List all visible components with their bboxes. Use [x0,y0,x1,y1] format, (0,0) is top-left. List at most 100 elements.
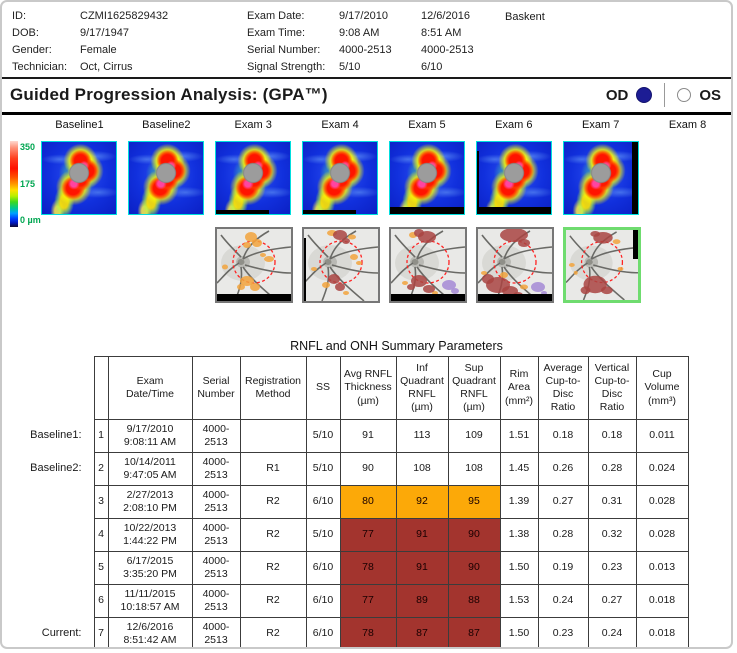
sup-quadrant-rnfl: 109 [447,419,501,453]
od-label: OD [605,86,629,104]
exam-column: Baseline1 [36,119,123,215]
signal-strength: 6/10 [305,551,341,585]
exam-datetime: 6/17/2015 3:35:20 PM [107,551,193,585]
signal-strength: 5/10 [305,419,341,453]
signal-strength: 5/10 [305,452,341,486]
avg-cup-to-disc: 0.23 [537,617,589,647]
inf-quadrant-rnfl: 113 [395,419,449,453]
avg-rnfl-thickness: 77 [339,518,397,552]
table-header-cell: Rim Area (mm²) [499,356,539,420]
table-header-cell: Exam Date/Time [107,356,193,420]
registration-method: R2 [239,584,307,618]
exam-column-label: Exam 3 [234,119,272,131]
side-label: Baseline1: [30,429,82,442]
exam-info-value-current: 4000-2513 [421,44,474,56]
side-label [12,519,94,552]
exam-datetime: 2/27/2013 2:08:10 PM [107,485,193,519]
exam-info: Exam Date: 9/17/2010 12/6/2016 Exam Time: 9:… [247,10,497,73]
row-number: 4 [93,518,109,552]
likely-loss-overlay [327,230,350,291]
registration-method: R2 [239,617,307,647]
thickness-color-scale: 350 175 0 µm [10,141,50,231]
exam-info-value-current: 6/10 [421,61,443,73]
table-row: Current: 7 12/6/2016 8:51:42 AM 4000- 2513 R… [12,617,689,647]
cup-volume: 0.028 [635,485,689,519]
rim-area: 1.50 [499,551,539,585]
serial-number: 4000- 2513 [191,518,241,552]
exam-column-label: Exam 8 [668,119,707,131]
maps-section: 350 175 0 µm Baseline1 Baseline2 Exam 3 Exa… [2,115,731,337]
table-row: 5 6/17/2015 3:35:20 PM 4000- 2513 R2 6/10 78 9… [12,551,689,585]
exam-info-value-current: 12/6/2016 [421,10,470,22]
vertical-cup-to-disc: 0.18 [587,419,637,453]
cup-volume: 0.018 [635,584,689,618]
exam-datetime: 10/22/2013 1:44:22 PM [107,518,193,552]
inf-quadrant-rnfl: 92 [395,485,449,519]
rim-area: 1.50 [499,617,539,647]
exam-column-label: Baseline2 [142,119,191,131]
vertical-cup-to-disc: 0.27 [587,584,637,618]
table-header-cell: Serial Number [191,356,241,420]
table-header-cell: Inf Quadrant RNFL (µm) [395,356,449,420]
cup-volume: 0.028 [635,518,689,552]
serial-number: 4000- 2513 [191,617,241,647]
row-number: 6 [93,584,109,618]
gender-label: Gender: [12,44,52,56]
increase-overlay [441,280,459,294]
exam-info-value-baseline: 4000-2513 [339,44,392,56]
sup-quadrant-rnfl: 108 [447,452,501,486]
exam-column-label: Exam 5 [408,119,446,131]
cup-volume: 0.018 [635,617,689,647]
rim-area: 1.38 [499,518,539,552]
row-number: 2 [93,452,109,486]
table-header-cell [93,356,109,420]
os-radio-icon[interactable] [677,88,692,102]
rnfl-thickness-map [302,141,379,215]
side-label [12,585,94,618]
avg-rnfl-thickness: 91 [339,419,397,453]
patient-id: CZMI1625829432 [80,10,169,22]
exam-datetime: 11/11/2015 10:18:57 AM [107,584,193,618]
summary-table: Exam Date/Time Serial Number Registration … [12,356,689,647]
cup-volume: 0.011 [635,419,689,453]
eye-divider [664,83,666,107]
table-header-cell: Cup Volume (mm³) [635,356,689,420]
avg-rnfl-thickness: 90 [339,452,397,486]
eye-selector: OD OS [606,83,721,107]
possible-loss-overlay [221,232,274,291]
avg-rnfl-thickness: 80 [339,485,397,519]
patient-gender: Female [80,44,117,56]
table-header-cell: Average Cup-to- Disc Ratio [537,356,589,420]
exam-info-value-baseline: 5/10 [339,61,361,73]
likely-loss-overlay [406,229,436,293]
progression-map-exam-5 [388,227,467,303]
os-label: OS [699,86,721,104]
side-label: Baseline2: [30,462,82,475]
registration-method: R2 [239,551,307,585]
progression-map-row [210,227,731,303]
table-row: 3 2/27/2013 2:08:10 PM 4000- 2513 R2 6/10 80 9… [12,485,689,519]
table-title: RNFL and ONH Summary Parameters [290,339,503,353]
vertical-cup-to-disc: 0.31 [587,485,637,519]
exam-column: Exam 3 [210,119,297,215]
scale-max-label: 350 [20,142,36,152]
exam-column: Exam 5 [384,119,471,215]
exam-info-value-baseline: 9/17/2010 [339,10,388,22]
fundus-image [302,230,378,302]
table-row: Baseline1: 1 9/17/2010 9:08:11 AM 4000- 251… [12,419,689,453]
signal-strength: 6/10 [305,485,341,519]
summary-table-body: Baseline1: 1 9/17/2010 9:08:11 AM 4000- 251… [12,419,689,647]
technician-name: Oct, Cirrus [80,61,133,73]
od-radio-selected-icon[interactable] [636,87,653,103]
rnfl-thickness-map [215,141,292,215]
rim-area: 1.39 [499,485,539,519]
inf-quadrant-rnfl: 91 [395,551,449,585]
registration-method: R1 [239,452,307,486]
site-name: Baskent [505,11,545,23]
exam-info-label: Exam Time: [247,27,306,39]
vertical-cup-to-disc: 0.32 [587,518,637,552]
exam-column: Baseline2 [123,119,210,215]
row-number: 7 [93,617,109,647]
patient-info: ID: CZMI1625829432 DOB: 9/17/1947 Gender… [12,10,247,73]
inf-quadrant-rnfl: 91 [395,518,449,552]
